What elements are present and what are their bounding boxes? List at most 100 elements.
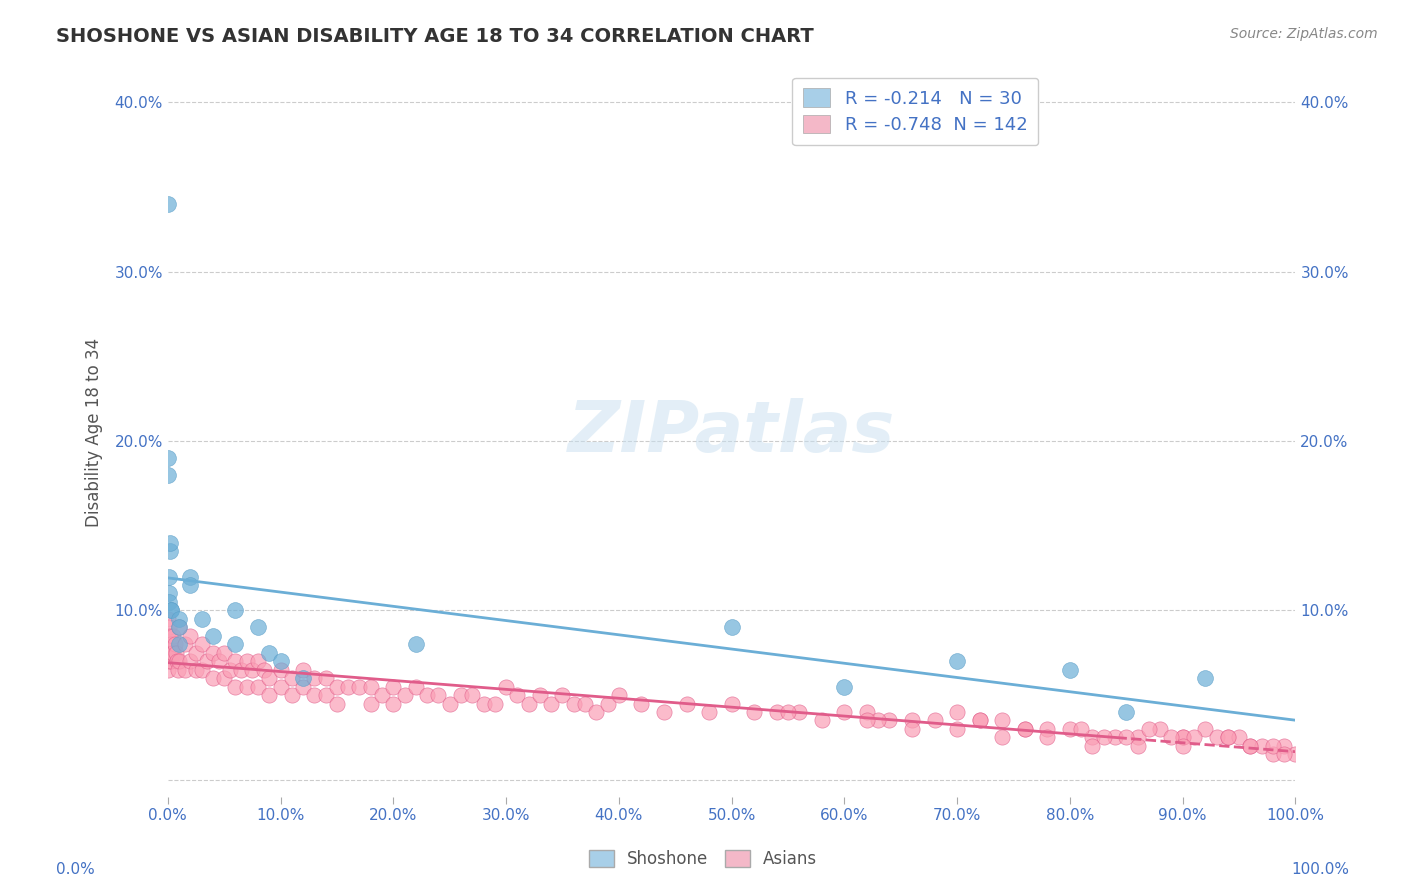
Point [259, 688, 281, 702]
Legend: Shoshone, Asians: Shoshone, Asians [582, 843, 824, 875]
Point [405, 680, 427, 694]
Point [201, 646, 224, 660]
Point [349, 680, 371, 694]
Point [720, 697, 742, 711]
Point [212, 646, 235, 660]
Point [517, 697, 540, 711]
Point [1216, 731, 1239, 745]
Point [551, 688, 574, 702]
Point [160, 603, 183, 617]
Point [159, 535, 181, 549]
Point [697, 705, 720, 719]
Point [157, 620, 180, 634]
Text: ZIPatlas: ZIPatlas [568, 398, 896, 467]
Point [167, 612, 190, 626]
Point [162, 646, 184, 660]
Point [159, 646, 181, 660]
Point [1104, 731, 1126, 745]
Point [270, 680, 292, 694]
Point [259, 671, 281, 685]
Point [506, 688, 529, 702]
Point [218, 663, 240, 677]
Point [1272, 739, 1295, 753]
Point [156, 197, 179, 211]
Point [360, 680, 382, 694]
Point [1014, 722, 1036, 736]
Point [1194, 722, 1216, 736]
Point [304, 688, 326, 702]
Point [1070, 722, 1092, 736]
Point [246, 680, 269, 694]
Point [224, 654, 246, 668]
Point [946, 722, 969, 736]
Point [529, 688, 551, 702]
Point [946, 705, 969, 719]
Point [439, 697, 461, 711]
Point [167, 620, 190, 634]
Point [156, 467, 179, 482]
Point [1126, 731, 1149, 745]
Text: 0.0%: 0.0% [56, 863, 96, 877]
Point [868, 714, 890, 728]
Point [1284, 747, 1306, 762]
Point [924, 714, 946, 728]
Point [382, 680, 405, 694]
Point [856, 714, 879, 728]
Point [901, 714, 924, 728]
Point [495, 680, 517, 694]
Point [190, 637, 212, 651]
Point [195, 654, 218, 668]
Point [315, 688, 337, 702]
Point [1182, 731, 1205, 745]
Point [596, 697, 619, 711]
Point [969, 714, 991, 728]
Point [1216, 731, 1239, 745]
Point [212, 671, 235, 685]
Point [156, 450, 179, 465]
Point [585, 705, 607, 719]
Point [1115, 731, 1137, 745]
Point [156, 629, 179, 643]
Point [675, 697, 697, 711]
Point [207, 654, 229, 668]
Legend: R = -0.214   N = 30, R = -0.748  N = 142: R = -0.214 N = 30, R = -0.748 N = 142 [793, 78, 1039, 145]
Text: Source: ZipAtlas.com: Source: ZipAtlas.com [1230, 27, 1378, 41]
Point [326, 680, 349, 694]
Point [157, 637, 180, 651]
Point [1205, 731, 1227, 745]
Point [472, 697, 495, 711]
Point [360, 697, 382, 711]
Point [834, 680, 856, 694]
Point [856, 705, 879, 719]
Point [224, 637, 246, 651]
Point [201, 671, 224, 685]
Point [246, 620, 269, 634]
Point [1059, 722, 1081, 736]
Point [416, 688, 439, 702]
Point [167, 654, 190, 668]
Point [224, 603, 246, 617]
Text: SHOSHONE VS ASIAN DISABILITY AGE 18 TO 34 CORRELATION CHART: SHOSHONE VS ASIAN DISABILITY AGE 18 TO 3… [56, 27, 814, 45]
Point [315, 671, 337, 685]
Point [292, 671, 315, 685]
Point [190, 663, 212, 677]
Text: 100.0%: 100.0% [1292, 863, 1350, 877]
Point [157, 569, 180, 583]
Point [179, 629, 201, 643]
Point [946, 654, 969, 668]
Point [540, 697, 562, 711]
Point [173, 663, 195, 677]
Point [991, 714, 1014, 728]
Point [281, 671, 304, 685]
Point [160, 654, 183, 668]
Point [1115, 705, 1137, 719]
Point [160, 637, 183, 651]
Point [184, 646, 207, 660]
Point [720, 620, 742, 634]
Point [229, 663, 252, 677]
Point [371, 688, 394, 702]
Point [450, 688, 472, 702]
Point [811, 714, 834, 728]
Point [162, 629, 184, 643]
Point [901, 722, 924, 736]
